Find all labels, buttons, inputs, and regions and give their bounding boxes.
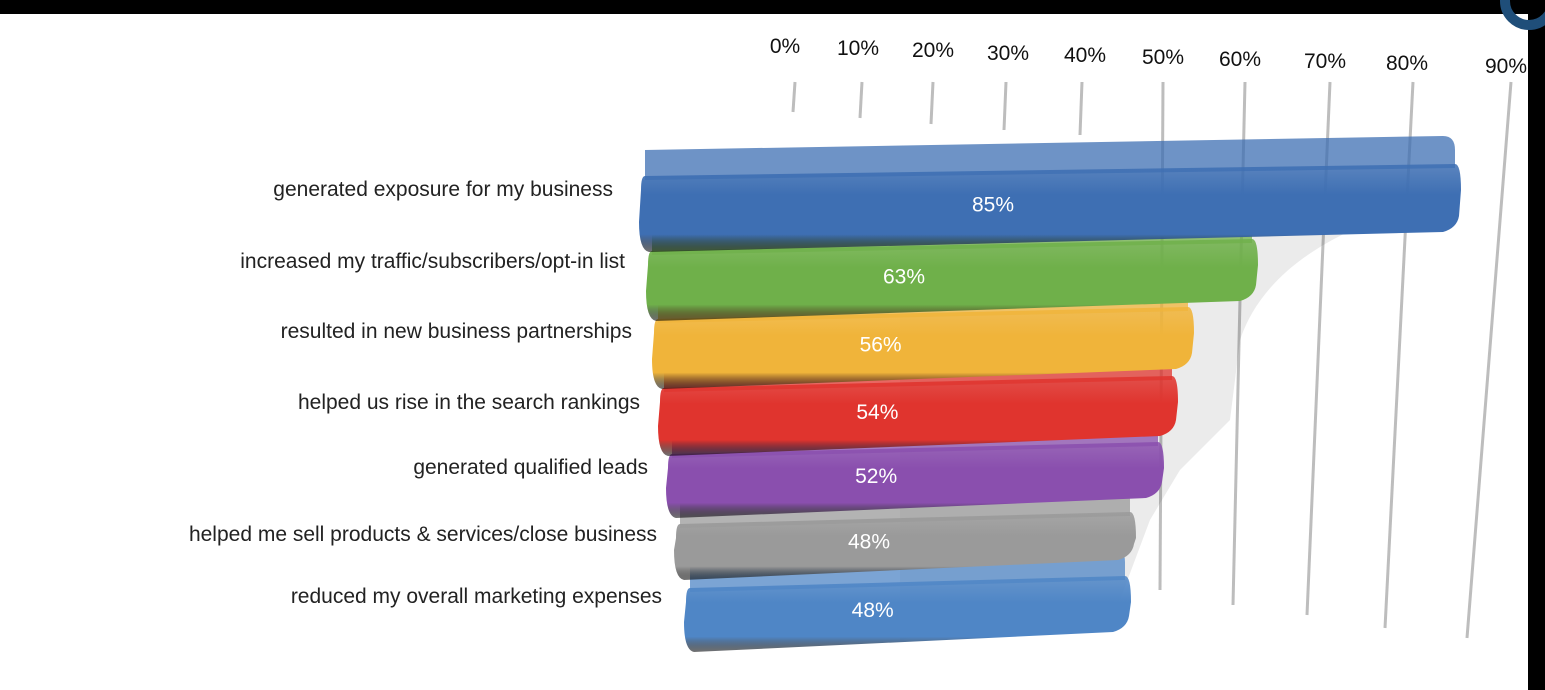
decorative-ring-icon bbox=[1500, 0, 1545, 30]
bar-data-label: 54% bbox=[856, 401, 898, 424]
bar-data-label: 48% bbox=[848, 531, 890, 554]
gridline bbox=[1465, 81, 1513, 639]
bar-data-label: 85% bbox=[972, 194, 1014, 217]
bar-data-label: 52% bbox=[855, 465, 897, 488]
bar bbox=[666, 442, 1164, 518]
x-tick-label: 50% bbox=[1142, 46, 1184, 69]
bar bbox=[684, 576, 1131, 652]
x-tick-label: 30% bbox=[987, 42, 1029, 65]
gridline bbox=[1002, 81, 1008, 131]
bar bbox=[658, 376, 1178, 456]
bar bbox=[639, 164, 1461, 252]
x-tick-label: 20% bbox=[912, 39, 954, 62]
bar bbox=[674, 512, 1136, 580]
category-label: generated exposure for my business bbox=[273, 178, 613, 201]
x-tick-label: 90% bbox=[1485, 55, 1527, 78]
category-label: helped us rise in the search rankings bbox=[298, 391, 640, 414]
category-label: generated qualified leads bbox=[413, 456, 648, 479]
x-tick-label: 60% bbox=[1219, 48, 1261, 71]
bar-data-label: 63% bbox=[883, 265, 925, 288]
bar bbox=[646, 239, 1258, 321]
bar-data-label: 48% bbox=[852, 599, 894, 622]
x-tick-label: 0% bbox=[770, 35, 800, 58]
category-label: helped me sell products & services/close… bbox=[189, 523, 657, 546]
category-label: resulted in new business partnerships bbox=[281, 320, 632, 343]
gridline bbox=[1078, 81, 1084, 136]
gridline bbox=[929, 81, 935, 125]
x-tick-label: 80% bbox=[1386, 52, 1428, 75]
x-tick-label: 40% bbox=[1064, 44, 1106, 67]
bars: 48% 48% 52% 54% 56% 63% 85% bbox=[639, 136, 1461, 652]
category-label: reduced my overall marketing expenses bbox=[291, 585, 662, 608]
gridline bbox=[791, 81, 797, 113]
category-labels: generated exposure for my business increa… bbox=[189, 178, 662, 608]
bar-data-label: 56% bbox=[860, 333, 902, 356]
x-axis-ticks: 0% 10% 20% 30% 40% 50% 60% 70% 80% 90% bbox=[770, 35, 1527, 78]
x-tick-label: 10% bbox=[837, 37, 879, 60]
x-tick-label: 70% bbox=[1304, 50, 1346, 73]
gridline bbox=[858, 81, 864, 119]
category-label: increased my traffic/subscribers/opt-in … bbox=[240, 250, 625, 273]
bar bbox=[652, 307, 1194, 389]
